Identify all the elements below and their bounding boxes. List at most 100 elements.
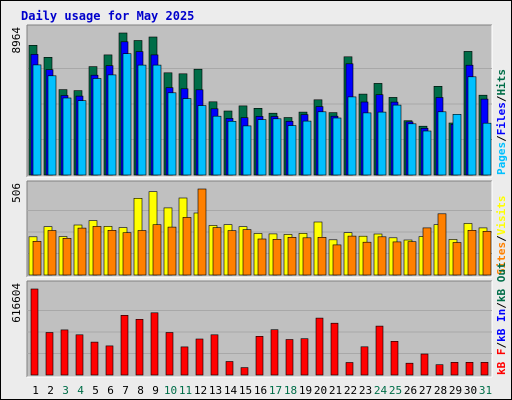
bar-sites-day-18: [287, 237, 297, 276]
day-label-25: 25: [389, 384, 402, 397]
bar-pages-day-13: [212, 115, 222, 176]
legend-separator: /: [495, 235, 508, 242]
legend-visits: Visits: [495, 196, 508, 236]
day-label-18: 18: [284, 384, 297, 397]
day-label-24: 24: [374, 384, 388, 397]
bar-kbytes-day-2: [45, 332, 54, 376]
day-label-11: 11: [179, 384, 192, 397]
day-label-29: 29: [449, 384, 462, 397]
day-label-16: 16: [254, 384, 267, 397]
bar-pages-day-18: [287, 125, 297, 176]
bar-pages-day-23: [362, 112, 372, 176]
bar-sites-day-27: [422, 227, 432, 276]
bar-pages-day-8: [137, 64, 147, 176]
day-label-26: 26: [404, 384, 417, 397]
bar-sites-day-3: [62, 238, 72, 276]
bar-kbytes-day-15: [240, 367, 249, 376]
day-label-14: 14: [224, 384, 238, 397]
bar-sites-day-2: [47, 230, 57, 276]
bar-sites-day-10: [167, 226, 177, 276]
bar-pages-day-27: [422, 130, 432, 176]
day-label-6: 6: [107, 384, 114, 397]
bar-sites-day-24: [377, 236, 387, 276]
bar-kbytes-day-25: [390, 340, 399, 376]
bar-pages-day-16: [257, 119, 267, 176]
legend-sites: Sites: [495, 242, 508, 275]
legend-kbytes: kB F: [495, 349, 508, 376]
day-label-15: 15: [239, 384, 252, 397]
bar-kbytes-day-26: [405, 362, 414, 376]
bar-sites-day-31: [482, 231, 492, 276]
bar-pages-day-24: [377, 111, 387, 176]
bar-pages-day-10: [167, 92, 177, 176]
bar-kbytes-day-12: [195, 338, 204, 376]
bar-pages-day-29: [452, 114, 462, 176]
bar-pages-day-31: [482, 122, 492, 176]
bar-pages-day-26: [407, 123, 417, 176]
bar-pages-day-1: [32, 64, 42, 176]
day-label-22: 22: [344, 384, 357, 397]
day-label-8: 8: [137, 384, 144, 397]
bar-sites-day-29: [452, 242, 462, 276]
bar-kbytes-day-9: [150, 312, 159, 376]
bar-pages-day-30: [467, 76, 477, 176]
bar-sites-day-1: [32, 241, 42, 276]
bar-sites-day-16: [257, 238, 267, 276]
bar-pages-day-12: [197, 105, 207, 176]
day-label-31: 31: [479, 384, 492, 397]
legend-files: kB In: [495, 309, 508, 342]
bar-sites-day-15: [242, 229, 252, 276]
day-label-10: 10: [164, 384, 177, 397]
bar-pages-day-4: [77, 100, 87, 176]
bar-pages-day-14: [227, 121, 237, 176]
day-label-17: 17: [269, 384, 282, 397]
day-label-2: 2: [47, 384, 54, 397]
legend-separator: /: [495, 302, 508, 309]
bar-sites-day-8: [137, 230, 147, 276]
bar-kbytes-day-27: [420, 353, 429, 376]
bar-kbytes-day-30: [465, 361, 474, 376]
legend-hits: kB Out: [495, 262, 508, 302]
bar-sites-day-9: [152, 224, 162, 276]
bar-sites-day-21: [332, 244, 342, 276]
bar-kbytes-day-7: [120, 314, 129, 376]
bar-sites-day-20: [317, 237, 327, 276]
bar-kbytes-day-17: [270, 329, 279, 376]
bar-sites-day-11: [182, 217, 192, 276]
legend-separator: /: [495, 135, 508, 142]
bar-sites-day-12: [197, 188, 207, 276]
bar-pages-day-25: [392, 104, 402, 176]
bar-pages-day-17: [272, 118, 282, 176]
bar-pages-day-5: [92, 78, 102, 176]
bar-kbytes-day-8: [135, 318, 144, 376]
day-label-30: 30: [464, 384, 477, 397]
day-label-27: 27: [419, 384, 432, 397]
panel-bandwidth-legend: kB F/kB In/kB Out: [495, 262, 508, 375]
bar-sites-day-28: [437, 213, 447, 276]
legend-pages: Pages: [495, 142, 508, 175]
bar-sites-day-22: [347, 235, 357, 276]
bar-kbytes-day-21: [330, 322, 339, 376]
bar-sites-day-13: [212, 227, 222, 276]
day-label-7: 7: [122, 384, 129, 397]
panel-visitors-ymax-label: 506: [10, 183, 23, 203]
day-label-3: 3: [62, 384, 69, 397]
day-label-1: 1: [32, 384, 39, 397]
bar-kbytes-day-18: [285, 339, 294, 376]
bar-kbytes-day-28: [435, 364, 444, 376]
legend-files: Files: [495, 102, 508, 135]
bar-kbytes-day-20: [315, 317, 324, 376]
bar-sites-day-25: [392, 241, 402, 276]
bar-sites-day-19: [302, 237, 312, 276]
bar-sites-day-6: [107, 230, 117, 276]
panel-requests-ymax-label: 8964: [10, 27, 23, 54]
bar-kbytes-day-14: [225, 361, 234, 376]
bar-kbytes-day-13: [210, 334, 219, 376]
day-label-13: 13: [209, 384, 222, 397]
bar-kbytes-day-5: [90, 341, 99, 376]
bar-kbytes-day-19: [300, 338, 309, 376]
bar-pages-day-6: [107, 74, 117, 176]
panel-bandwidth-ymax-label: 616604: [10, 283, 23, 323]
